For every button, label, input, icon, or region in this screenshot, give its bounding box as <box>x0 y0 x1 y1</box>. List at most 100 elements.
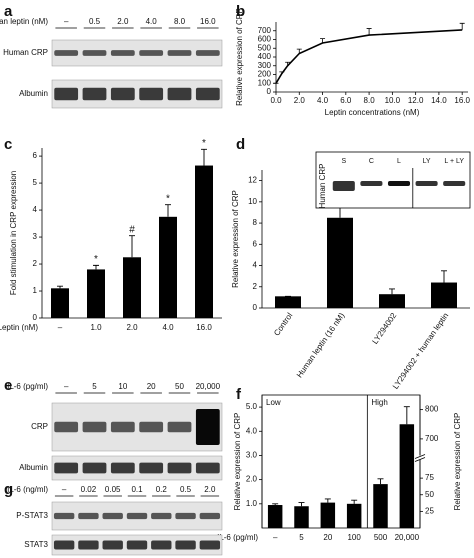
blot-band <box>415 181 438 186</box>
x-tick-label: 20 <box>323 533 332 542</box>
y-axis-label: Relative expression of CRP <box>235 8 244 106</box>
lane-label: 20 <box>147 382 156 391</box>
y-tick-label: 12 <box>248 176 257 185</box>
y-tick-label: 3.0 <box>246 451 258 460</box>
lane-label: 0.2 <box>156 485 168 494</box>
blot-band <box>195 462 220 474</box>
axis-break-gap <box>415 455 425 460</box>
y-tick-label: 2.0 <box>246 475 258 484</box>
panel-letter: b <box>236 3 245 20</box>
bar <box>51 288 69 318</box>
lane-label: 0.02 <box>81 485 97 494</box>
x-tick-label: 100 <box>347 533 361 542</box>
x-tick-label: 2.0 <box>126 323 138 332</box>
y-tick-label: 6 <box>253 239 258 248</box>
y-tick-label: 10 <box>248 197 257 206</box>
x-tick-label: 5 <box>299 533 304 542</box>
lane-label: 5 <box>92 382 97 391</box>
bar <box>123 257 141 318</box>
lane-label: L <box>397 158 401 165</box>
blot-band <box>360 181 383 186</box>
panel-letter: c <box>4 136 12 153</box>
bar <box>373 484 388 528</box>
row-label: Human CRP <box>3 48 48 57</box>
blot-band <box>53 540 75 550</box>
lane-label: 20,000 <box>196 382 221 391</box>
y-tick-label: 100 <box>258 78 272 87</box>
bar <box>195 165 213 318</box>
bar <box>267 505 283 528</box>
y2-tick-label: 700 <box>425 434 439 443</box>
bar <box>320 502 336 528</box>
blot-band <box>78 512 99 520</box>
bar <box>346 503 362 528</box>
bar <box>159 216 177 318</box>
x-axis-label: IL-6 (pg/ml) <box>217 533 258 542</box>
y-tick-label: 4.0 <box>246 426 258 435</box>
y-tick-label: 0 <box>267 87 272 96</box>
error-bar <box>296 48 302 54</box>
error-bar <box>279 71 285 74</box>
bar <box>294 506 309 528</box>
blot-band <box>53 512 75 520</box>
blot-band <box>126 540 148 550</box>
error-bar <box>366 28 372 36</box>
error-bar <box>93 264 99 270</box>
blot-band <box>82 462 107 474</box>
section-label: High <box>371 398 387 407</box>
y-tick-label: 5.0 <box>246 402 258 411</box>
x-tick-label: 20,000 <box>395 533 420 542</box>
treatment-label: IL-6 (pg/ml) <box>7 382 48 391</box>
error-bar <box>320 38 326 43</box>
blot-band <box>82 50 107 56</box>
y2-tick-label: 75 <box>425 473 434 482</box>
error-bar <box>201 148 207 166</box>
error-bar <box>324 498 331 503</box>
blot-band <box>151 512 172 520</box>
blot-band <box>199 540 221 550</box>
y-tick-label: 600 <box>258 35 272 44</box>
panel-letter: f <box>236 386 242 403</box>
y-tick-label: 500 <box>258 43 272 52</box>
y-tick-label: 1.0 <box>246 499 258 508</box>
x-tick-label: LY294002 + human leptin <box>391 311 450 391</box>
error-bar <box>377 478 384 485</box>
blot-band <box>195 50 220 56</box>
blot-band <box>139 50 164 56</box>
blot-band <box>110 421 135 433</box>
blot-band <box>110 462 135 474</box>
y2-tick-label: 800 <box>425 405 439 414</box>
y-tick-label: 0 <box>253 303 258 312</box>
blot-band <box>139 87 164 101</box>
blot-band <box>195 87 220 101</box>
bar <box>275 296 301 308</box>
section-label: Low <box>266 398 281 407</box>
row-label: STAT3 <box>24 540 48 549</box>
error-bar <box>129 235 135 258</box>
panel-letter: g <box>4 481 13 498</box>
lane-label: – <box>64 382 69 391</box>
blot-band <box>110 50 135 56</box>
bar <box>399 424 415 528</box>
blot-band <box>167 87 192 101</box>
x-tick-label: Control <box>272 311 294 337</box>
lane-label: 0.1 <box>131 485 143 494</box>
plot-frame <box>261 394 421 529</box>
y-tick-label: 4 <box>33 205 38 214</box>
blot-band <box>175 512 196 520</box>
blot-background <box>51 79 223 109</box>
y-tick-label: 6 <box>33 151 38 160</box>
blot-band <box>54 421 79 433</box>
error-bar <box>57 285 63 289</box>
annotation: * <box>94 254 98 265</box>
annotation: # <box>129 224 135 235</box>
y-tick-label: 3 <box>33 232 38 241</box>
blot-band <box>151 540 172 550</box>
y-axis-label: Relative expression of CRP <box>231 190 240 288</box>
x-tick-label: 14.0 <box>431 96 447 105</box>
lane-label: 0.5 <box>89 17 101 26</box>
blot-background <box>51 39 223 67</box>
error-bar <box>298 502 305 507</box>
blot-band <box>102 512 123 520</box>
error-bar <box>272 503 279 506</box>
